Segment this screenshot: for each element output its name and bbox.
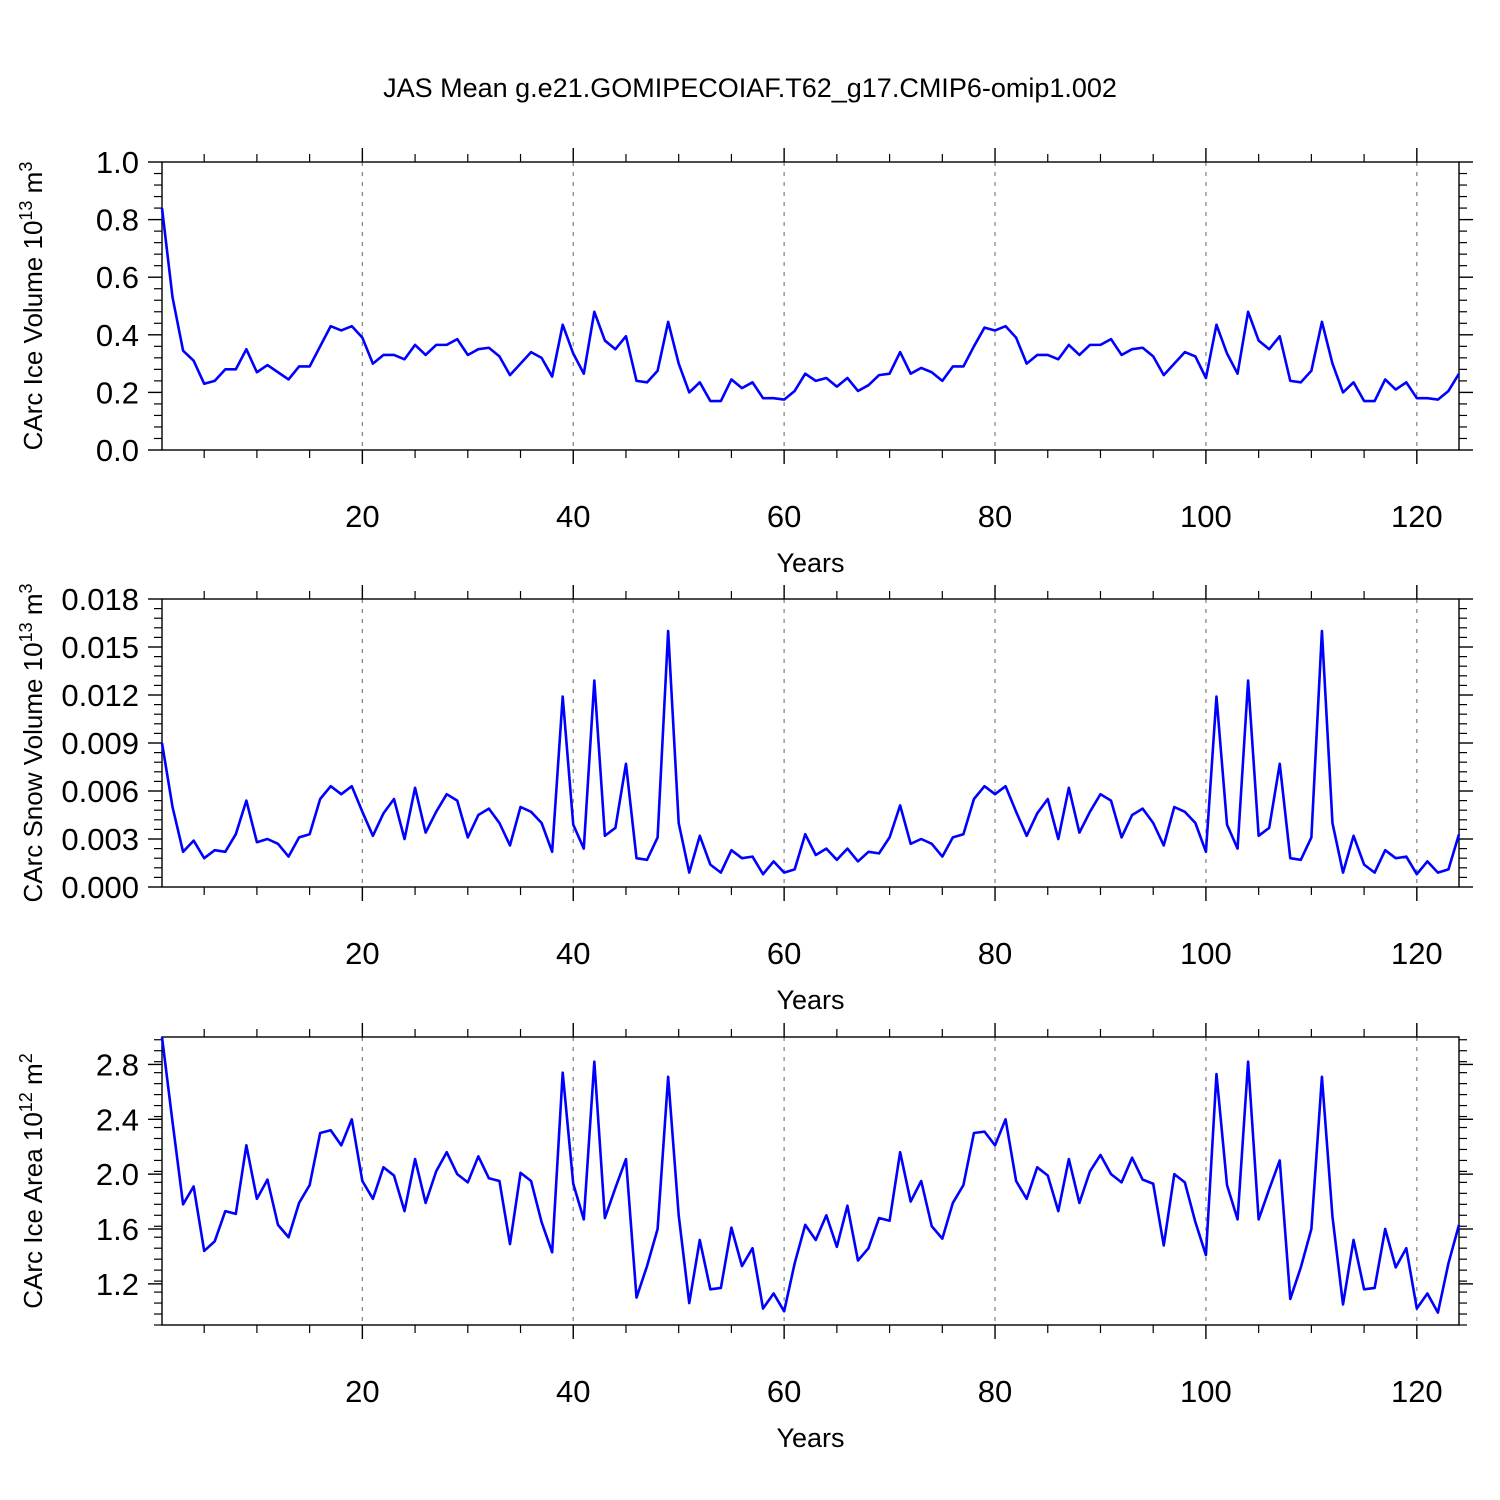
y-axis-label: CArc Snow Volume 1013 m3 [16, 583, 48, 902]
x-tick-label: 40 [556, 936, 590, 971]
y-tick-label: 0.018 [61, 582, 139, 617]
x-tick-label: 60 [767, 936, 801, 971]
x-tick-label: 80 [978, 499, 1012, 534]
x-tick-label: 80 [978, 936, 1012, 971]
y-axis-label: CArc Ice Volume 1013 m3 [16, 162, 48, 451]
plot-frame [161, 1036, 1460, 1326]
x-tick-label: 100 [1180, 936, 1232, 971]
panel-1: 20 40 60 80 100 120 0.0 0.2 0.4 0.6 0.8 1.0 Years CAr… [16, 145, 1473, 578]
y-tick-label: 1.2 [96, 1267, 139, 1302]
y-axis-label-text: m [18, 172, 48, 201]
y-axis-label-superscript: 3 [16, 583, 36, 593]
y-tick-label: 0.6 [96, 260, 139, 295]
plot-frame [161, 161, 1460, 451]
x-tick-label: 40 [556, 499, 590, 534]
x-axis-label: Years [776, 548, 844, 578]
y-tick-label: 0.006 [61, 774, 139, 809]
x-tick-label: 100 [1180, 499, 1232, 534]
x-tick-label: 20 [345, 936, 379, 971]
y-tick-label: 0.2 [96, 375, 139, 410]
y-tick-label: 0.4 [96, 318, 139, 353]
y-tick-label: 0.015 [61, 630, 139, 665]
y-tick-label: 0.8 [96, 203, 139, 238]
x-tick-label: 120 [1391, 1374, 1443, 1409]
y-axis-label-superscript: 12 [16, 1092, 36, 1112]
x-tick-label: 40 [556, 1374, 590, 1409]
panel-3: 20 40 60 80 100 120 1.2 1.6 2.0 2.4 2.8 Years CArc I… [16, 1023, 1473, 1453]
y-axis-label-superscript: 13 [16, 622, 36, 642]
x-tick-label: 80 [978, 1374, 1012, 1409]
y-tick-label: 0.000 [61, 870, 139, 905]
y-tick-label: 2.0 [96, 1157, 139, 1192]
x-tick-label: 20 [345, 1374, 379, 1409]
y-tick-label: 0.009 [61, 726, 139, 761]
series-line-1 [160, 207, 1461, 403]
y-axis-label-text: m [18, 593, 48, 622]
x-axis-label: Years [776, 1423, 844, 1453]
series-line-3 [160, 1036, 1461, 1314]
y-tick-label: 0.012 [61, 678, 139, 713]
y-tick-label: 2.4 [96, 1102, 139, 1137]
x-tick-label: 60 [767, 1374, 801, 1409]
y-tick-label: 0.0 [96, 433, 139, 468]
y-tick-label: 1.6 [96, 1212, 139, 1247]
y-axis-label-superscript: 3 [16, 162, 36, 172]
y-axis-label-superscript: 2 [16, 1053, 36, 1063]
y-tick-label: 0.003 [61, 822, 139, 857]
x-tick-label: 20 [345, 499, 379, 534]
x-tick-label: 60 [767, 499, 801, 534]
series-line-2 [160, 629, 1461, 876]
y-tick-label: 1.0 [96, 145, 139, 180]
y-axis-label-superscript: 13 [16, 201, 36, 221]
x-tick-label: 120 [1391, 499, 1443, 534]
x-tick-label: 100 [1180, 1374, 1232, 1409]
panel-2: 20 40 60 80 100 120 0.000 0.003 0.006 0.009 0.012 0… [16, 582, 1473, 1015]
y-tick-label: 2.8 [96, 1047, 139, 1082]
x-axis-label: Years [776, 985, 844, 1015]
y-axis-label-text: CArc Snow Volume 10 [18, 642, 48, 902]
y-axis-label-text: CArc Ice Volume 10 [18, 221, 48, 451]
y-axis-label: CArc Ice Area 1012 m2 [16, 1053, 48, 1308]
y-axis-label-text: m [18, 1063, 48, 1092]
y-axis-label-text: CArc Ice Area 10 [18, 1112, 48, 1309]
chart-title: JAS Mean g.e21.GOMIPECOIAF.T62_g17.CMIP6… [383, 73, 1117, 103]
x-tick-label: 120 [1391, 936, 1443, 971]
